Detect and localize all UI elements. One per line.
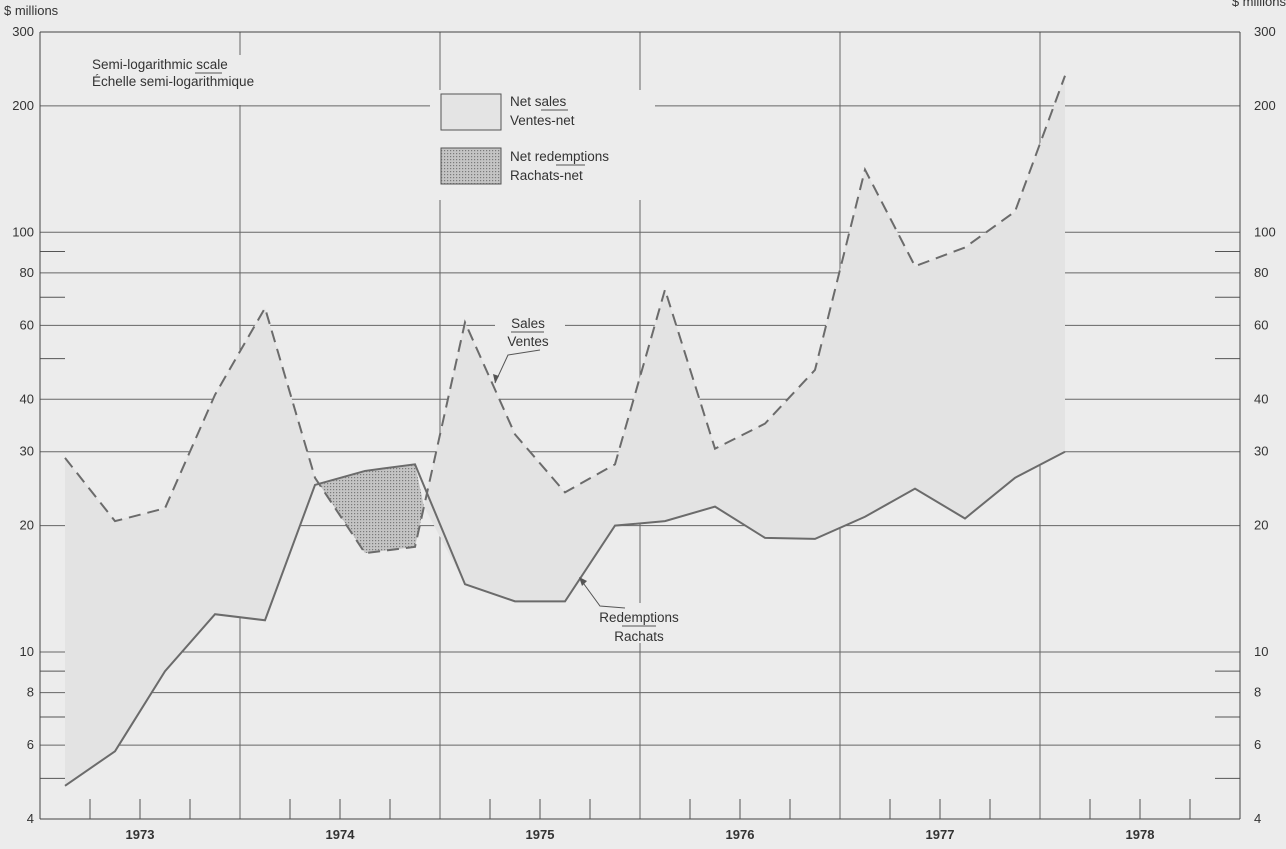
legend-swatch-net-redemptions — [440, 147, 502, 185]
legend-net-sales-fr: Ventes-net — [510, 113, 575, 128]
y-tick-label-left: 10 — [20, 644, 34, 659]
redemptions-label-en: Redemptions — [599, 610, 679, 625]
y-tick-label-left: 200 — [12, 98, 34, 113]
legend: Net sales Ventes-net Net redemptions Rac… — [430, 90, 655, 200]
legend-net-redemptions-fr: Rachats-net — [510, 168, 583, 183]
redemptions-label-fr: Rachats — [614, 629, 664, 644]
area-fills — [65, 75, 1065, 786]
y-tick-label-left: 8 — [27, 685, 34, 700]
net-sales-area — [423, 75, 1065, 602]
redemptions-annotation: Redemptions Rachats — [579, 577, 695, 644]
y-tick-label-left: 30 — [20, 444, 34, 459]
y-tick-label-right: 10 — [1254, 644, 1268, 659]
sales-label-en: Sales — [511, 316, 545, 331]
y-tick-label-left: 60 — [20, 317, 34, 332]
y-tick-label-right: 80 — [1254, 265, 1268, 280]
y-tick-label-left: 100 — [12, 224, 34, 239]
y-unit-right: $ millions — [1232, 0, 1286, 9]
x-tick-label: 1977 — [926, 827, 955, 842]
y-tick-label-right: 40 — [1254, 391, 1268, 406]
y-tick-label-left: 40 — [20, 391, 34, 406]
legend-net-redemptions-en: Net redemptions — [510, 149, 609, 164]
y-tick-label-left: 6 — [27, 737, 34, 752]
y-tick-label-right: 6 — [1254, 737, 1261, 752]
y-tick-label-right: 30 — [1254, 444, 1268, 459]
legend-net-sales-en: Net sales — [510, 94, 567, 109]
sales-line — [64, 75, 1066, 555]
y-tick-label-right: 200 — [1254, 98, 1276, 113]
y-tick-label-left: 20 — [20, 518, 34, 533]
y-tick-label-right: 100 — [1254, 224, 1276, 239]
scale-note-en: Semi-logarithmic scale — [92, 57, 228, 72]
x-tick-label: 1974 — [326, 827, 356, 842]
scale-note: Semi-logarithmic scale Échelle semi-loga… — [80, 55, 370, 105]
axes: 4 4 6 6 8 8 10 10 20 20 30 30 40 40 60 60 80 80 100 100 200 2… — [12, 24, 1275, 842]
y-tick-label-right: 60 — [1254, 317, 1268, 332]
sales-annotation: Sales Ventes — [493, 312, 565, 384]
legend-swatch-net-sales — [440, 93, 502, 131]
x-tick-label: 1975 — [526, 827, 555, 842]
y-tick-label-right: 20 — [1254, 518, 1268, 533]
sales-label-fr: Ventes — [507, 334, 549, 349]
redemptions-line — [64, 450, 1066, 787]
x-tick-label: 1978 — [1126, 827, 1155, 842]
scale-note-fr: Échelle semi-logarithmique — [92, 74, 254, 89]
net-sales-area — [65, 307, 320, 786]
y-tick-label-right: 300 — [1254, 24, 1276, 39]
y-tick-label-right: 8 — [1254, 685, 1261, 700]
y-tick-label-left: 4 — [27, 811, 34, 826]
series-lines — [64, 75, 1066, 787]
y-tick-label-left: 300 — [12, 24, 34, 39]
y-tick-label-right: 4 — [1254, 811, 1261, 826]
x-tick-label: 1976 — [726, 827, 755, 842]
y-tick-label-left: 80 — [20, 265, 34, 280]
x-tick-label: 1973 — [126, 827, 155, 842]
y-unit-left: $ millions — [4, 3, 59, 18]
net-redemptions-area — [319, 464, 424, 554]
